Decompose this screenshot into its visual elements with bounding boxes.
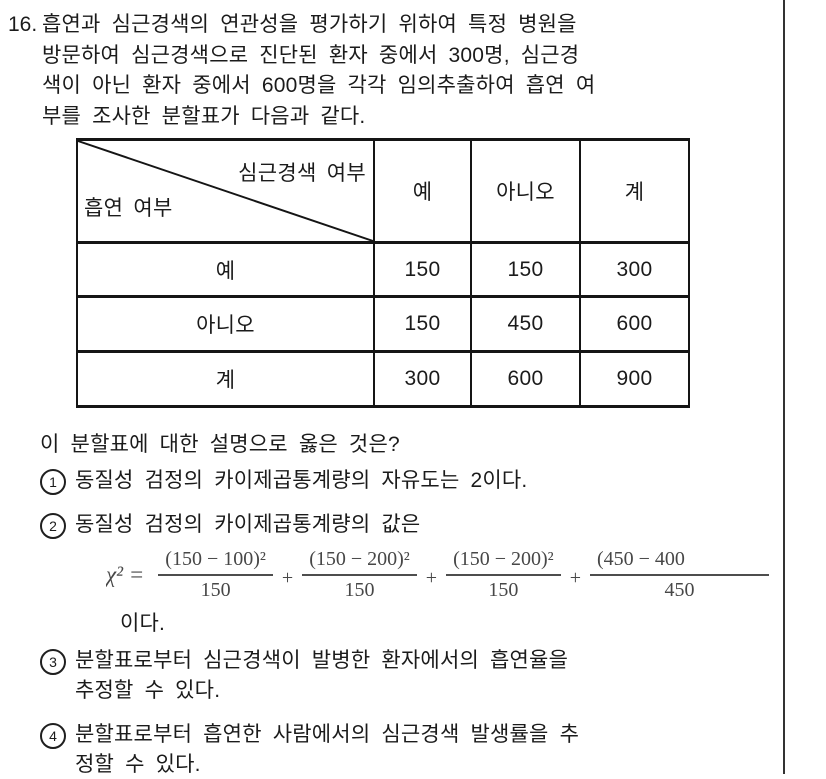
diagonal-line xyxy=(78,141,373,241)
option-1-marker: 1 xyxy=(40,469,66,495)
table-header-row: 심근경색 여부 흡연 여부 예 아니오 계 xyxy=(76,138,690,244)
column-header-no: 아니오 xyxy=(470,138,581,244)
option-4-marker: 4 xyxy=(40,723,66,749)
cell-total-no: 600 xyxy=(470,350,581,408)
question-line-2: 방문하여 심근경색으로 진단된 환자 중에서 300명, 심근경 xyxy=(42,43,580,67)
column-divider-line xyxy=(783,0,785,774)
cell-yes-no: 150 xyxy=(470,241,581,298)
option-2-marker: 2 xyxy=(40,513,66,539)
cell-yes-yes: 150 xyxy=(373,241,472,298)
fraction-2-numerator: (150 − 200)² xyxy=(302,548,417,576)
fraction-term-1: (150 − 100)² 150 xyxy=(158,548,273,602)
option-2: 2 동질성 검정의 카이제곱통계량의 값은 xyxy=(40,510,420,540)
table-row-smoker-yes: 예 150 150 300 xyxy=(76,241,690,298)
option-3-line-2: 추정할 수 있다. xyxy=(75,679,221,702)
formula-suffix: 이다. xyxy=(120,612,166,635)
fraction-term-4-clipped: (450 − 400 450 xyxy=(589,548,769,602)
question-number: 16. xyxy=(8,13,38,36)
plus-operator-3: + xyxy=(569,566,581,589)
cell-no-yes: 150 xyxy=(373,295,472,353)
column-header-total: 계 xyxy=(579,138,690,244)
fraction-4-numerator: (450 − 400 xyxy=(589,548,769,576)
option-1: 1 동질성 검정의 카이제곱통계량의 자유도는 2이다. xyxy=(40,466,527,496)
option-3-text: 분할표로부터 심근경색이 발병한 환자에서의 흡연율을 추정할 수 있다. xyxy=(75,646,568,706)
question-16: 16. 흡연과 심근경색의 연관성을 평가하기 위하여 특정 병원을 방문하여 … xyxy=(8,10,782,132)
option-4-line-2: 정할 수 있다. xyxy=(75,753,201,776)
option-1-text: 동질성 검정의 카이제곱통계량의 자유도는 2이다. xyxy=(75,466,527,496)
cell-total-total: 900 xyxy=(579,350,690,408)
cell-yes-total: 300 xyxy=(579,241,690,298)
option-2-line-1: 동질성 검정의 카이제곱통계량의 값은 xyxy=(75,513,421,536)
cell-total-yes: 300 xyxy=(373,350,472,408)
fraction-term-2: (150 − 200)² 150 xyxy=(302,548,417,602)
question-line-4: 부를 조사한 분할표가 다음과 같다. xyxy=(42,104,366,128)
fraction-3-numerator: (150 − 200)² xyxy=(446,548,561,576)
table-row-smoker-no: 아니오 150 450 600 xyxy=(76,295,690,353)
option-2-marker-digit: 2 xyxy=(49,518,57,534)
chi-square-formula: χ² = (150 − 100)² 150 + (150 − 200)² 150… xyxy=(106,542,784,608)
question-line-3: 색이 아닌 환자 중에서 600명을 각각 임의추출하여 흡연 여 xyxy=(42,74,596,97)
question-line-1: 흡연과 심근경색의 연관성을 평가하기 위하여 특정 병원을 xyxy=(42,13,577,36)
corner-label-column-variable: 심근경색 여부 xyxy=(238,162,366,185)
option-3-marker-digit: 3 xyxy=(49,654,57,670)
formula-lhs: χ² = xyxy=(106,562,145,587)
fraction-2-denominator: 150 xyxy=(344,579,375,601)
fraction-1-denominator: 150 xyxy=(200,579,231,601)
option-3: 3 분할표로부터 심근경색이 발병한 환자에서의 흡연율을 추정할 수 있다. xyxy=(40,646,568,706)
stem-text: 이 분할표에 대한 설명으로 옳은 것은? xyxy=(40,433,400,456)
option-4-line-1: 분할표로부터 흡연한 사람에서의 심근경색 발생률을 추 xyxy=(75,723,580,746)
cell-no-no: 450 xyxy=(470,295,581,353)
question-text: 흡연과 심근경색의 연관성을 평가하기 위하여 특정 병원을 방문하여 심근경색… xyxy=(42,10,782,132)
fraction-1-numerator: (150 − 100)² xyxy=(158,548,273,576)
fraction-3-denominator: 150 xyxy=(488,579,519,601)
row-label-yes: 예 xyxy=(76,241,375,298)
cell-no-total: 600 xyxy=(579,295,690,353)
option-1-line-1: 동질성 검정의 카이제곱통계량의 자유도는 2이다. xyxy=(75,469,528,492)
fraction-4-denominator: 450 xyxy=(664,579,695,601)
option-4-marker-digit: 4 xyxy=(49,728,57,744)
table-corner-cell: 심근경색 여부 흡연 여부 xyxy=(76,138,375,244)
option-4: 4 분할표로부터 흡연한 사람에서의 심근경색 발생률을 추 정할 수 있다. xyxy=(40,720,579,779)
fraction-term-3: (150 − 200)² 150 xyxy=(446,548,561,602)
corner-label-row-variable: 흡연 여부 xyxy=(84,197,173,220)
table-row-total: 계 300 600 900 xyxy=(76,350,690,408)
plus-operator-2: + xyxy=(425,566,438,589)
option-3-marker: 3 xyxy=(40,649,66,675)
option-3-line-1: 분할표로부터 심근경색이 발병한 환자에서의 흡연율을 xyxy=(75,649,569,672)
row-label-no: 아니오 xyxy=(76,295,375,353)
column-header-yes: 예 xyxy=(373,138,472,244)
plus-operator-1: + xyxy=(281,566,294,589)
option-4-text: 분할표로부터 흡연한 사람에서의 심근경색 발생률을 추 정할 수 있다. xyxy=(75,720,579,779)
row-label-total: 계 xyxy=(76,350,375,408)
option-2-text: 동질성 검정의 카이제곱통계량의 값은 xyxy=(75,510,420,540)
contingency-table: 심근경색 여부 흡연 여부 예 아니오 계 예 150 150 300 아니오 … xyxy=(76,138,690,408)
option-1-marker-digit: 1 xyxy=(49,474,57,490)
